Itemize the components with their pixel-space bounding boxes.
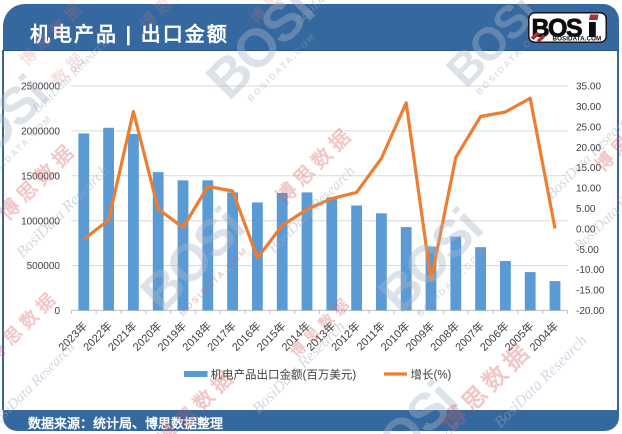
svg-text:增长(%): 增长(%): [411, 368, 452, 382]
svg-text:-10.00: -10.00: [576, 265, 605, 276]
svg-text:0.00: 0.00: [576, 224, 596, 235]
svg-text:BOS: BOS: [532, 15, 583, 43]
svg-text:2500000: 2500000: [21, 82, 60, 93]
svg-text:500000: 500000: [27, 261, 61, 272]
svg-text:1500000: 1500000: [21, 171, 60, 182]
svg-text:5.00: 5.00: [576, 204, 596, 215]
svg-text:2000000: 2000000: [21, 127, 60, 138]
svg-text:BOSIDATA.COM: BOSIDATA.COM: [553, 35, 602, 42]
svg-text:20.00: 20.00: [576, 143, 601, 154]
svg-text:35.00: 35.00: [576, 82, 601, 93]
svg-text:15.00: 15.00: [576, 163, 601, 174]
svg-text:-5.00: -5.00: [576, 245, 599, 256]
svg-text:机电产品出口金额(百万美元): 机电产品出口金额(百万美元): [211, 368, 357, 382]
svg-text:30.00: 30.00: [576, 102, 601, 113]
svg-text:25.00: 25.00: [576, 122, 601, 133]
svg-text:-15.00: -15.00: [576, 286, 605, 297]
svg-text:1000000: 1000000: [21, 216, 60, 227]
svg-text:10.00: 10.00: [576, 184, 601, 195]
svg-text:-20.00: -20.00: [576, 306, 605, 317]
svg-text:0: 0: [54, 306, 60, 317]
